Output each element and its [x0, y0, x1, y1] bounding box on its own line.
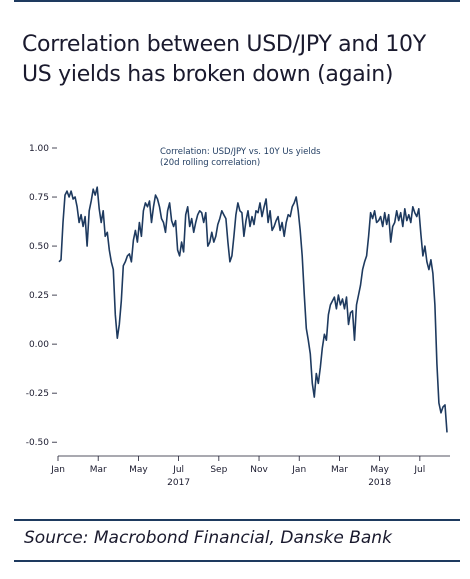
- x-tick-label: Jul: [172, 465, 184, 475]
- x-tick-label: May: [129, 465, 148, 475]
- y-tick-label: -0.25: [26, 389, 49, 399]
- y-axis: 1.00 0.75 0.50 0.25 0.00 -0.25 -0.50: [26, 144, 57, 448]
- correlation-series-line: [58, 186, 448, 433]
- x-tick-label: Sep: [210, 465, 227, 475]
- y-tick-label: 0.50: [29, 242, 49, 252]
- x-tick-label: Nov: [250, 465, 268, 475]
- y-tick-label: 0.75: [29, 193, 49, 203]
- year-label: 2017: [167, 478, 190, 488]
- chart-title: Correlation between USD/JPY and 10Y US y…: [22, 32, 426, 87]
- x-tick-label: Mar: [90, 465, 107, 475]
- y-tick-label: 1.00: [29, 144, 49, 154]
- x-axis: Jan Mar May Jul Sep Nov Jan Mar May Jul 2017 2018: [50, 455, 450, 488]
- top-rule: [14, 0, 460, 2]
- year-label: 2018: [368, 478, 391, 488]
- chart: 1.00 0.75 0.50 0.25 0.00 -0.25 -0.50 Jan Mar May…: [14, 134, 460, 518]
- chart-svg: 1.00 0.75 0.50 0.25 0.00 -0.25 -0.50 Jan Mar May…: [26, 144, 450, 488]
- x-tick-label: Jan: [291, 465, 306, 475]
- x-tick-label: Jan: [50, 465, 65, 475]
- x-tick-label: Jul: [413, 465, 425, 475]
- y-tick-label: -0.50: [26, 438, 50, 448]
- y-tick-label: 0.25: [29, 291, 49, 301]
- bottom-rule: [14, 519, 460, 521]
- y-tick-label: 0.00: [29, 340, 49, 350]
- legend-line-2: (20d rolling correlation): [160, 158, 260, 168]
- x-tick-label: May: [370, 465, 389, 475]
- bottom-rule-2: [14, 560, 460, 562]
- x-tick-label: Mar: [331, 465, 348, 475]
- legend: Correlation: USD/JPY vs. 10Y Us yields (…: [160, 147, 321, 168]
- source-text: Source: Macrobond Financial, Danske Bank: [24, 528, 392, 548]
- legend-line-1: Correlation: USD/JPY vs. 10Y Us yields: [160, 147, 321, 157]
